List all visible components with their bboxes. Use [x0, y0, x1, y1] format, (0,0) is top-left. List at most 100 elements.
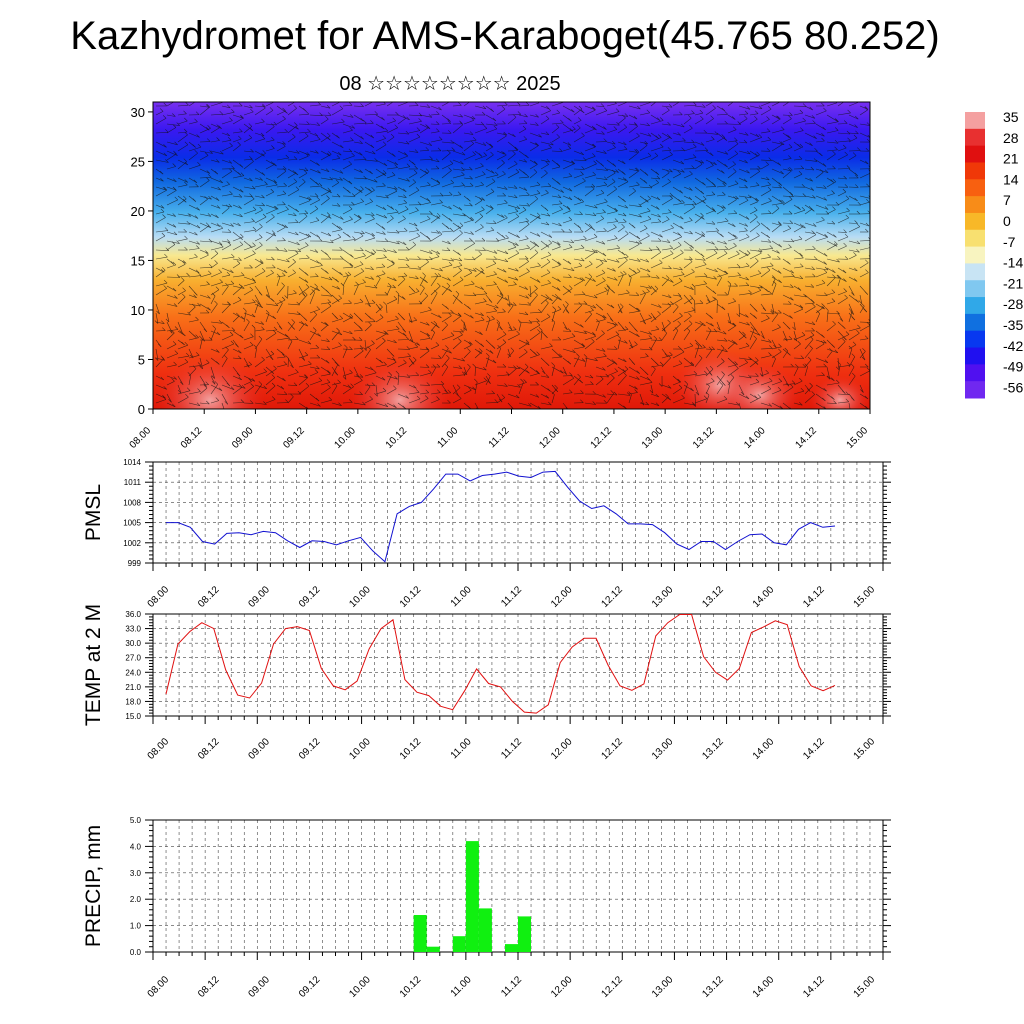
wind-barb-flag: [647, 152, 652, 157]
wind-barb-flag: [384, 403, 389, 407]
wind-barb-flag: [836, 258, 840, 263]
wind-barb-flag: [655, 135, 659, 139]
wind-barb: [738, 345, 750, 350]
wind-barb-flag: [371, 340, 375, 344]
wind-barb: [375, 266, 385, 269]
wind-barb-flag: [745, 233, 750, 238]
wind-barb: [221, 159, 232, 164]
wind-barb: [221, 384, 235, 390]
wind-barb-flag: [603, 314, 607, 319]
wind-barb: [848, 222, 858, 224]
wind-barb-flag: [228, 160, 233, 164]
wind-barb-flag: [461, 171, 465, 176]
wind-barb: [848, 356, 856, 368]
wind-barb: [584, 213, 597, 216]
wind-barb: [639, 102, 653, 107]
wind-barb-flag: [273, 365, 277, 370]
wind-barb: [232, 195, 242, 198]
wind-barb-flag: [691, 165, 695, 169]
wind-barb: [474, 285, 484, 290]
wind-barb-flag: [743, 334, 747, 339]
wind-barb: [661, 248, 673, 251]
x-tick-label: 11.12: [499, 736, 524, 761]
wind-barb-flag: [282, 224, 286, 228]
wind-barb: [782, 199, 793, 206]
wind-barb-flag: [252, 206, 257, 211]
wind-barb-flag: [436, 363, 441, 368]
wind-barb-flag: [313, 311, 318, 315]
wind-barb: [166, 166, 176, 170]
wind-barb-flag: [360, 117, 364, 122]
wind-barb: [221, 283, 234, 287]
wind-barb-flag: [281, 351, 285, 356]
wind-barb-flag: [688, 300, 693, 305]
wind-barb-flag: [448, 288, 453, 293]
wind-barb-flag: [348, 299, 352, 304]
wind-barb-flag: [745, 276, 749, 281]
wind-barb-flag: [345, 272, 349, 276]
wind-barb-flag: [755, 197, 759, 202]
wind-barb: [265, 177, 277, 183]
wind-barb-flag: [690, 361, 695, 366]
wind-barb-flag: [542, 370, 546, 375]
wind-barb-flag: [811, 391, 815, 395]
wind-barb: [243, 177, 253, 182]
wind-barb-flag: [594, 249, 598, 254]
wind-barb-flag: [547, 183, 552, 187]
wind-barb-flag: [179, 330, 183, 334]
x-tick-label: 15.00: [852, 584, 878, 610]
wind-barb-flag: [572, 126, 576, 130]
wind-barb-flag: [410, 361, 415, 365]
wind-barb: [199, 362, 210, 368]
wind-barb: [859, 159, 869, 165]
wind-barb: [617, 274, 624, 287]
wind-barb: [661, 294, 672, 298]
wind-barb-flag: [536, 181, 541, 186]
wind-barb: [287, 253, 299, 260]
wind-barb-flag: [348, 160, 352, 165]
wind-barb-flag: [274, 181, 278, 186]
wind-barb: [419, 249, 433, 254]
wind-barb: [430, 285, 441, 296]
wind-barb: [705, 276, 717, 280]
wind-barb: [848, 114, 859, 120]
wind-barb-flag: [732, 322, 737, 327]
wind-barb: [331, 150, 342, 156]
wind-barb: [683, 186, 693, 191]
wind-barb: [298, 245, 309, 251]
wind-barb: [243, 310, 247, 323]
wind-barb: [771, 240, 782, 248]
wind-barb: [210, 186, 221, 191]
wind-barb-flag: [833, 400, 837, 404]
wind-barb: [584, 163, 597, 170]
wind-barb: [254, 347, 257, 359]
wind-barb: [771, 402, 784, 409]
wind-barb-flag: [181, 341, 185, 346]
wind-barb: [188, 306, 196, 314]
wind-barb: [419, 218, 431, 224]
wind-barb: [397, 293, 400, 305]
wind-barb: [529, 240, 540, 248]
wind-barb: [419, 372, 432, 377]
wind-barb: [661, 357, 671, 368]
wind-barb: [793, 112, 803, 116]
wind-barb-flag: [184, 141, 189, 146]
wind-barb: [760, 380, 773, 386]
wind-barb-flag: [230, 223, 234, 227]
wind-barb: [606, 172, 616, 179]
wind-barb-flag: [394, 161, 399, 166]
wind-barb: [496, 322, 500, 332]
wind-barb-flag: [209, 150, 213, 154]
wind-barb-flag: [211, 375, 215, 379]
wind-barb-flag: [439, 199, 443, 203]
wind-barb: [342, 275, 349, 287]
wind-barb-flag: [602, 209, 606, 213]
wind-barb-flag: [811, 299, 815, 304]
wind-barb-flag: [405, 395, 409, 399]
wind-barb-flag: [693, 143, 697, 148]
wind-barb: [254, 132, 265, 137]
wind-barb: [639, 382, 653, 386]
wind-barb: [353, 350, 364, 359]
wind-barb-flag: [238, 135, 242, 140]
wind-barb-flag: [429, 156, 433, 160]
